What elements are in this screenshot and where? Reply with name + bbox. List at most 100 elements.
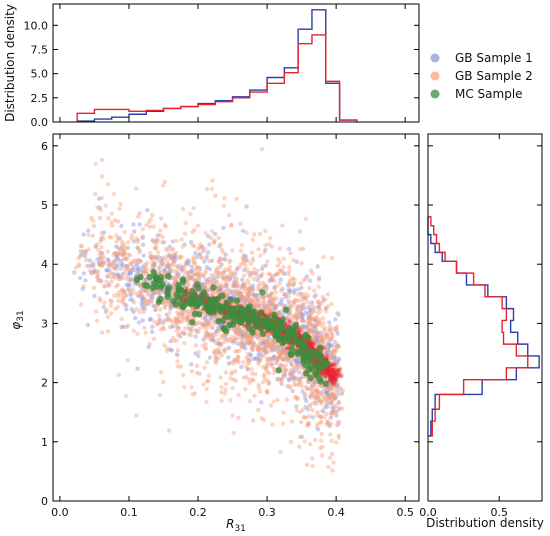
- scatter-point: [136, 266, 141, 271]
- scatter-point: [97, 261, 102, 266]
- scatter-point: [221, 225, 226, 230]
- scatter-point: [262, 349, 268, 354]
- scatter-point: [190, 243, 195, 248]
- scatter-point: [292, 382, 297, 387]
- scatter-point: [122, 289, 127, 295]
- scatter-point: [131, 268, 137, 273]
- scatter-point: [258, 346, 263, 351]
- scatter-point: [185, 280, 190, 285]
- scatter-point: [134, 413, 139, 418]
- scatter-point: [325, 304, 331, 309]
- scatter-point: [114, 264, 119, 269]
- scatter-point: [215, 341, 221, 346]
- scatter-point: [248, 270, 253, 275]
- scatter-point: [148, 254, 153, 260]
- scatter-point: [230, 385, 235, 391]
- scatter-point: [272, 305, 278, 310]
- scatter-point: [240, 330, 246, 335]
- scatter-point: [245, 305, 252, 313]
- scatter-point: [325, 345, 331, 350]
- scatter-point: [243, 387, 248, 392]
- scatter-point: [137, 211, 142, 216]
- scatter-point: [330, 405, 335, 410]
- scatter-point: [210, 292, 215, 298]
- scatter-point: [267, 330, 272, 336]
- scatter-point: [265, 361, 270, 366]
- scatter-point: [247, 340, 253, 345]
- scatter-point: [276, 310, 281, 315]
- scatter-point: [245, 356, 251, 361]
- scatter-point: [153, 275, 160, 282]
- scatter-point: [324, 333, 330, 338]
- scatter-point: [164, 263, 170, 268]
- scatter-point: [277, 281, 282, 286]
- scatter-point: [129, 233, 135, 238]
- scatter-point: [191, 206, 196, 211]
- scatter-point: [223, 387, 228, 392]
- scatter-point: [314, 340, 319, 345]
- scatter-point: [255, 314, 262, 321]
- scatter-point: [323, 395, 329, 400]
- scatter-point: [213, 358, 218, 364]
- legend-marker-gb-sample-1: [430, 53, 440, 63]
- scatter-point: [199, 322, 205, 327]
- scatter-point: [288, 371, 293, 376]
- scatter-point: [160, 240, 165, 245]
- scatter-point: [264, 345, 269, 350]
- scatter-point: [93, 244, 99, 250]
- scatter-point: [275, 357, 280, 362]
- scatter-point: [227, 276, 233, 281]
- scatter-point: [170, 288, 176, 293]
- scatter-point: [131, 265, 136, 270]
- scatter-point: [160, 235, 165, 240]
- scatter-point: [99, 195, 105, 201]
- scatter-point: [222, 349, 227, 355]
- scatter-point: [299, 304, 305, 309]
- scatter-point: [329, 438, 334, 443]
- scatter-point: [86, 228, 91, 233]
- scatter-point: [206, 276, 211, 282]
- legend-marker-mc-sample: [430, 89, 440, 99]
- scatter-point: [128, 278, 133, 283]
- scatter-point: [184, 311, 189, 316]
- scatter-point: [303, 404, 308, 410]
- scatter-point: [318, 438, 324, 443]
- scatter-point: [241, 343, 247, 349]
- scatter-point: [297, 370, 302, 375]
- scatter-point: [257, 339, 263, 344]
- scatter-point: [118, 246, 124, 251]
- scatter-point: [222, 284, 228, 289]
- scatter-point: [289, 357, 295, 362]
- scatter-point: [204, 254, 209, 259]
- scatter-point: [149, 293, 155, 299]
- scatter-point: [163, 246, 169, 252]
- scatter-point: [335, 422, 340, 428]
- scatter-point: [309, 316, 315, 321]
- scatter-point: [245, 336, 250, 341]
- scatter-point: [329, 389, 334, 394]
- scatter-point: [235, 292, 241, 297]
- scatter-point: [201, 337, 206, 342]
- scatter-point: [217, 341, 222, 347]
- scatter-point: [248, 273, 253, 278]
- scatter-point: [112, 272, 118, 278]
- scatter-point: [137, 309, 142, 315]
- scatter-point: [307, 394, 313, 399]
- scatter-point: [227, 268, 233, 273]
- scatter-point: [326, 393, 331, 399]
- scatter-point: [135, 258, 140, 263]
- scatter-point: [300, 318, 305, 324]
- scatter-point: [233, 369, 238, 374]
- scatter-point: [210, 178, 215, 183]
- scatter-point: [152, 304, 157, 309]
- scatter-point: [265, 389, 270, 394]
- scatter-point: [334, 370, 340, 375]
- scatter-point: [179, 237, 184, 242]
- scatter-point: [284, 354, 289, 359]
- scatter-point: [80, 249, 86, 254]
- scatter-point: [310, 456, 315, 461]
- scatter-point: [218, 257, 223, 262]
- scatter-point: [219, 292, 226, 299]
- scatter-point: [325, 348, 330, 353]
